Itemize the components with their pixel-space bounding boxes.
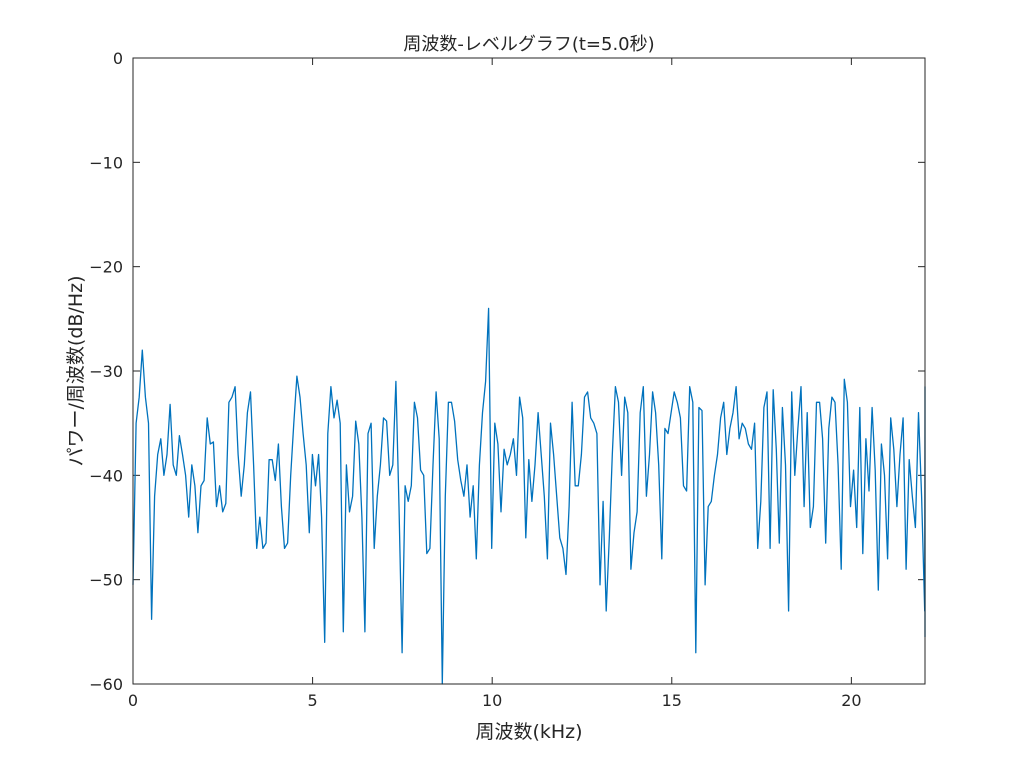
y-axis-ticks: 0 −10 −20 −30 −40 −50 −60 bbox=[89, 49, 925, 694]
plot-frame bbox=[132, 57, 926, 685]
x-tick-label: 0 bbox=[128, 691, 138, 710]
x-tick-label: 10 bbox=[482, 691, 502, 710]
y-tick-label: −30 bbox=[89, 362, 123, 381]
y-tick-label: −50 bbox=[89, 571, 123, 590]
x-tick-label: 5 bbox=[307, 691, 317, 710]
x-tick-label: 15 bbox=[662, 691, 682, 710]
y-tick-label: −20 bbox=[89, 258, 123, 277]
y-tick-label: 0 bbox=[113, 49, 123, 68]
x-axis-label: 周波数(kHz) bbox=[475, 721, 582, 743]
y-tick-label: −40 bbox=[89, 466, 123, 485]
plot-area-background bbox=[133, 58, 925, 684]
y-tick-label: −60 bbox=[89, 675, 123, 694]
x-axis-ticks: 0 5 10 15 20 bbox=[128, 58, 862, 710]
x-tick-label: 20 bbox=[841, 691, 861, 710]
chart-title: 周波数-レベルグラフ(t=5.0秒) bbox=[403, 34, 654, 55]
y-tick-label: −10 bbox=[89, 153, 123, 172]
y-axis-label: パワー/周波数(dB/Hz) bbox=[65, 276, 87, 467]
